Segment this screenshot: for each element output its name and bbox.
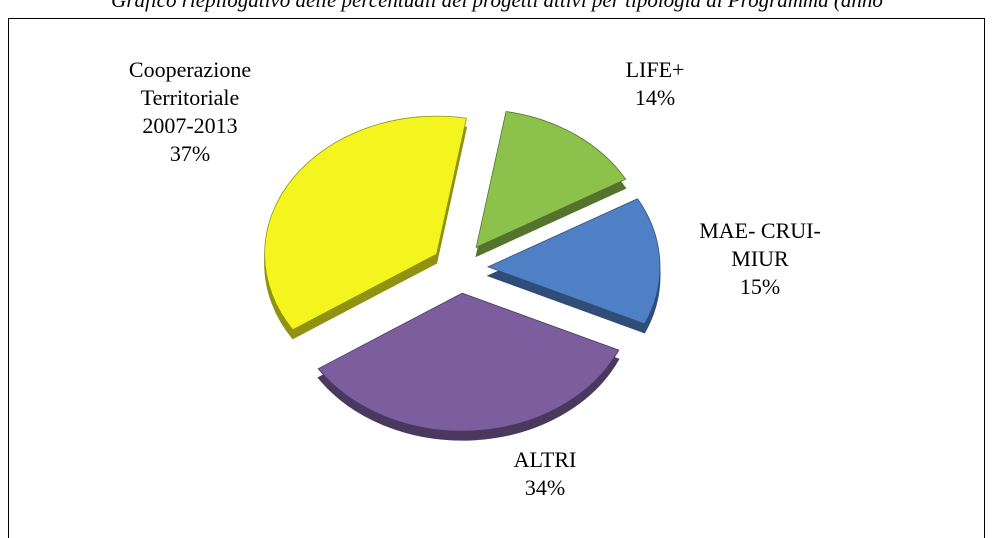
slice-label: ALTRI	[514, 447, 577, 472]
caption: Grafico riepilogativo delle percentuali …	[111, 0, 883, 12]
slice-label: Cooperazione Territoriale 2007-2013	[129, 57, 251, 138]
slice-value-label: 15%	[740, 274, 780, 299]
slice	[475, 111, 627, 249]
slice-label: LIFE+	[626, 57, 685, 82]
slice	[486, 198, 661, 325]
slice-value-label: 37%	[170, 141, 210, 166]
slice-value-label: 14%	[635, 85, 675, 110]
slice	[264, 115, 467, 331]
slice	[317, 292, 620, 432]
frame	[8, 18, 985, 538]
slice-label: MAE- CRUI-MIUR	[699, 218, 821, 271]
slice-value-label: 34%	[525, 475, 565, 500]
